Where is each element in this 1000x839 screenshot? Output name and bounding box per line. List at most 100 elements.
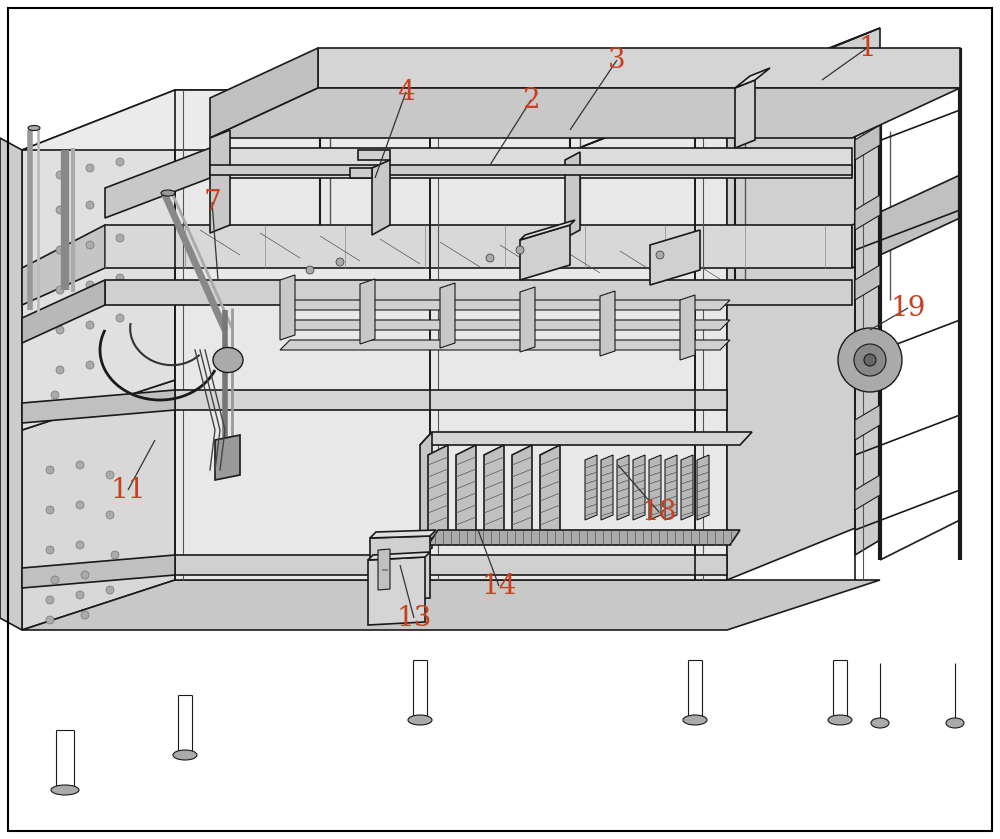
Circle shape xyxy=(76,501,84,509)
Circle shape xyxy=(106,471,114,479)
Text: 4: 4 xyxy=(397,79,415,106)
Polygon shape xyxy=(210,130,230,233)
Polygon shape xyxy=(22,555,175,588)
Circle shape xyxy=(116,158,124,166)
Polygon shape xyxy=(649,455,661,520)
Polygon shape xyxy=(855,195,880,230)
Polygon shape xyxy=(280,320,730,330)
Polygon shape xyxy=(210,88,960,138)
Text: 7: 7 xyxy=(203,189,221,216)
Circle shape xyxy=(306,266,314,274)
Polygon shape xyxy=(22,90,727,150)
Polygon shape xyxy=(855,405,880,440)
Polygon shape xyxy=(105,225,852,268)
Ellipse shape xyxy=(946,718,964,728)
Polygon shape xyxy=(318,48,960,88)
Circle shape xyxy=(854,344,886,376)
Circle shape xyxy=(86,241,94,249)
Polygon shape xyxy=(585,455,597,520)
Polygon shape xyxy=(484,445,504,540)
Polygon shape xyxy=(727,28,880,580)
Polygon shape xyxy=(280,275,295,340)
Circle shape xyxy=(51,576,59,584)
Text: 13: 13 xyxy=(396,605,432,632)
Circle shape xyxy=(656,251,664,259)
Circle shape xyxy=(56,286,64,294)
Polygon shape xyxy=(520,225,570,280)
Circle shape xyxy=(46,506,54,514)
Polygon shape xyxy=(852,175,960,268)
Circle shape xyxy=(56,366,64,374)
Polygon shape xyxy=(175,90,727,580)
Polygon shape xyxy=(280,340,730,350)
Polygon shape xyxy=(22,580,880,630)
Circle shape xyxy=(111,551,119,559)
Polygon shape xyxy=(360,279,375,344)
Polygon shape xyxy=(105,148,210,218)
Polygon shape xyxy=(175,390,727,410)
Circle shape xyxy=(46,616,54,624)
Circle shape xyxy=(46,546,54,554)
Circle shape xyxy=(838,328,902,392)
Polygon shape xyxy=(855,125,880,160)
Polygon shape xyxy=(456,445,476,540)
Polygon shape xyxy=(520,220,575,240)
Polygon shape xyxy=(420,432,752,445)
Polygon shape xyxy=(735,80,755,148)
Text: 14: 14 xyxy=(481,572,517,600)
Text: 1: 1 xyxy=(858,34,876,61)
Polygon shape xyxy=(633,455,645,520)
Circle shape xyxy=(81,571,89,579)
Circle shape xyxy=(486,254,494,262)
Ellipse shape xyxy=(51,785,79,795)
Circle shape xyxy=(76,461,84,469)
Polygon shape xyxy=(370,530,436,538)
Ellipse shape xyxy=(828,715,852,725)
Polygon shape xyxy=(540,445,560,540)
Polygon shape xyxy=(855,335,880,370)
Circle shape xyxy=(46,466,54,474)
Polygon shape xyxy=(600,291,615,356)
Circle shape xyxy=(56,206,64,214)
Polygon shape xyxy=(372,160,390,235)
Ellipse shape xyxy=(28,126,40,131)
Polygon shape xyxy=(215,435,240,480)
Polygon shape xyxy=(680,295,695,360)
Polygon shape xyxy=(428,530,740,545)
Polygon shape xyxy=(210,148,852,178)
Circle shape xyxy=(86,321,94,329)
Polygon shape xyxy=(280,300,730,310)
Text: 11: 11 xyxy=(110,477,146,503)
Circle shape xyxy=(46,596,54,604)
Polygon shape xyxy=(175,555,727,575)
Circle shape xyxy=(516,246,524,254)
Circle shape xyxy=(56,326,64,334)
Polygon shape xyxy=(520,287,535,352)
Polygon shape xyxy=(697,455,709,520)
Ellipse shape xyxy=(871,718,889,728)
Circle shape xyxy=(76,591,84,599)
Polygon shape xyxy=(855,265,880,300)
Circle shape xyxy=(51,391,59,399)
Polygon shape xyxy=(617,455,629,520)
Circle shape xyxy=(116,274,124,282)
Polygon shape xyxy=(22,280,105,343)
Polygon shape xyxy=(855,75,880,555)
Circle shape xyxy=(56,171,64,179)
Circle shape xyxy=(116,314,124,322)
Polygon shape xyxy=(574,28,880,150)
Polygon shape xyxy=(105,280,852,305)
Circle shape xyxy=(864,354,876,366)
Circle shape xyxy=(106,511,114,519)
Polygon shape xyxy=(22,225,105,305)
Circle shape xyxy=(86,164,94,172)
Polygon shape xyxy=(22,380,175,630)
Circle shape xyxy=(56,246,64,254)
Polygon shape xyxy=(210,165,852,175)
Polygon shape xyxy=(428,445,448,540)
Text: 3: 3 xyxy=(608,46,626,74)
Polygon shape xyxy=(440,283,455,348)
Polygon shape xyxy=(350,168,372,178)
Text: 18: 18 xyxy=(641,498,677,525)
Circle shape xyxy=(86,361,94,369)
